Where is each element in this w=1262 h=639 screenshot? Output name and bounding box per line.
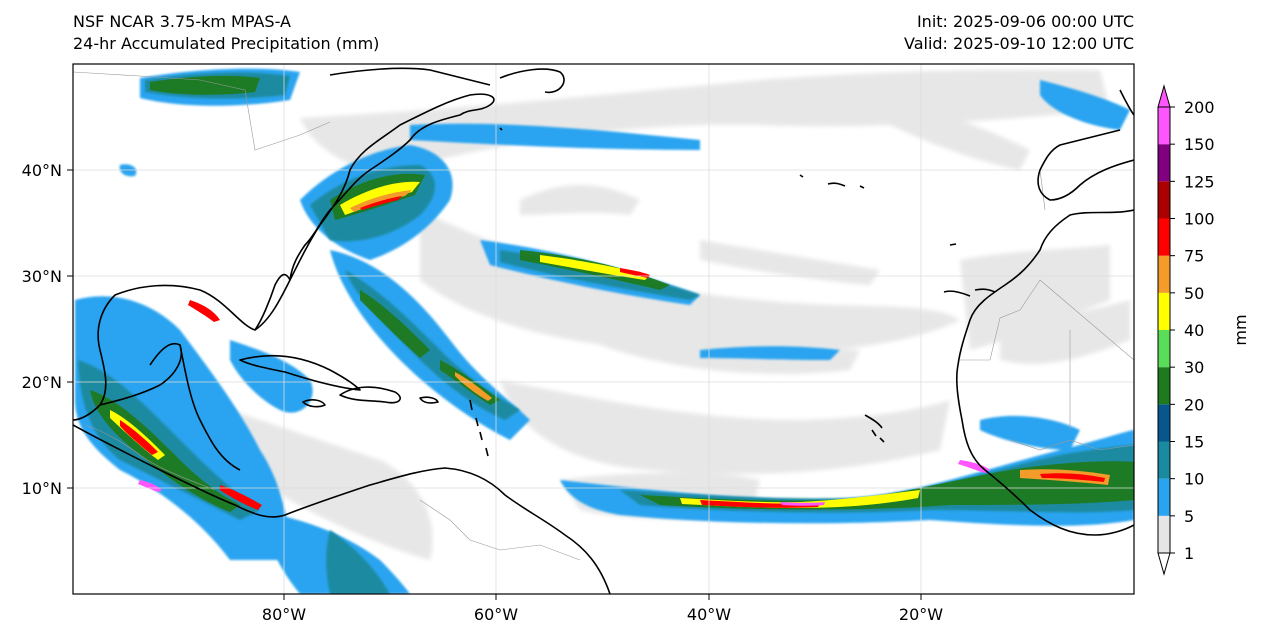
colorbar-tick-label: 50 [1184,284,1204,303]
lat-label-30n: 30°N [22,267,62,286]
colorbar-tick-label: 30 [1184,358,1204,377]
valid-time: Valid: 2025-09-10 12:00 UTC [903,34,1134,53]
lon-label-80w: 80°W [262,605,306,624]
field-title: 24-hr Accumulated Precipitation (mm) [73,34,380,53]
colorbar-segment [1158,144,1170,182]
colorbar-unit-label: mm [1231,314,1250,345]
lon-label-20w: 20°W [899,605,943,624]
colorbar-tick-label: 125 [1184,172,1215,191]
colorbar-segment [1158,478,1170,516]
colorbar-extend-bottom [1157,552,1171,576]
colorbar-segments [1158,107,1170,553]
colorbar-segment [1158,255,1170,293]
colorbar-tick-label: 20 [1184,395,1204,414]
colorbar-segment [1158,292,1170,330]
title-block-left: NSF NCAR 3.75-km MPAS-A 24-hr Accumulate… [73,11,379,55]
colorbar-segment [1158,515,1170,553]
lon-label-40w: 40°W [687,605,731,624]
precip-extreme-shading [110,181,1110,510]
colorbar-tick-label: 5 [1184,507,1194,526]
colorbar-segment [1158,367,1170,405]
latitude-axis: 40°N 30°N 20°N 10°N [22,161,73,498]
colorbar-segment [1158,441,1170,479]
map-plot-area [73,64,1134,594]
colorbar-segment [1158,330,1170,368]
coastlines [73,67,1134,594]
longitude-axis: 80°W 60°W 40°W 20°W [262,594,943,624]
colorbar-tick-label: 15 [1184,433,1204,452]
colorbar-segment [1158,107,1170,145]
colorbar-tick-label: 100 [1184,210,1215,229]
colorbar-segment [1158,181,1170,219]
lon-label-60w: 60°W [474,605,518,624]
colorbar-extend-top [1157,84,1171,108]
colorbar-segment [1158,218,1170,256]
colorbar-tick-label: 1 [1184,544,1194,563]
colorbar-tick-label: 40 [1184,321,1204,340]
precip-light-shading [200,69,1130,560]
model-title: NSF NCAR 3.75-km MPAS-A [73,12,291,31]
colorbar-tick-label: 150 [1184,135,1215,154]
colorbar-tick-label: 10 [1184,470,1204,489]
colorbar-tick-label: 75 [1184,247,1204,266]
map-frame [72,63,1135,595]
init-time: Init: 2025-09-06 00:00 UTC [916,12,1134,31]
colorbar-tick-label: 200 [1184,98,1215,117]
lat-label-10n: 10°N [22,479,62,498]
lat-label-40n: 40°N [22,161,62,180]
lat-label-20n: 20°N [22,373,62,392]
title-block-right: Init: 2025-09-06 00:00 UTC Valid: 2025-0… [904,11,1134,55]
colorbar-segment [1158,404,1170,442]
country-borders [73,71,1134,561]
